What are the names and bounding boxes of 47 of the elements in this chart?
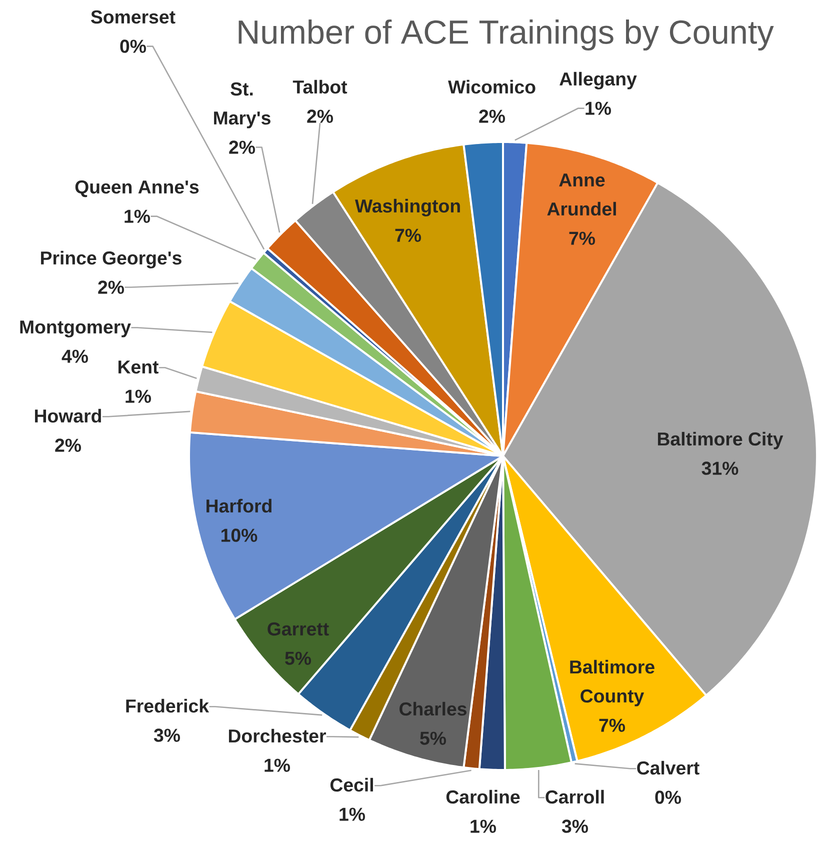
slice-label: Carroll (546, 790, 604, 804)
data-label: 7% (395, 228, 421, 242)
slice-label: Charles (400, 702, 466, 716)
data-label: 2% (98, 280, 124, 294)
slice-label: St. Mary's (214, 82, 270, 128)
data-label: 7% (599, 718, 625, 732)
data-label: 1% (470, 820, 496, 833)
slice-label: Caroline (446, 790, 520, 804)
data-label: 7% (569, 232, 595, 245)
data-label: 1% (264, 758, 290, 772)
data-label: 0% (120, 40, 146, 53)
slice-label: Queen Anne's (75, 180, 199, 198)
data-label: 3% (154, 728, 180, 742)
slice-label: Allegany (560, 72, 637, 90)
slice-label: Prince George's (41, 250, 182, 268)
data-label: 1% (124, 210, 150, 223)
slice-label: Harford (206, 498, 272, 513)
slice-label: Somerset (91, 10, 176, 24)
data-label: 2% (229, 140, 255, 154)
data-label: 2% (307, 110, 333, 123)
slice-label: Garrett (268, 622, 329, 636)
slice-label: Frederick (126, 698, 210, 713)
slice-label: Baltimore City (658, 432, 784, 450)
slice-label: Wicomico (448, 80, 536, 94)
slice-label: Howard (35, 408, 102, 423)
data-label: 5% (285, 652, 311, 665)
chart-title: Number of ACE Trainings by County (238, 19, 774, 51)
data-label: 10% (221, 528, 258, 542)
data-label: 3% (562, 820, 588, 833)
slice-label: Calvert (637, 760, 700, 775)
data-label: 1% (126, 390, 151, 403)
slice-label: Washington (354, 198, 460, 216)
slice-label: Talbot (292, 80, 348, 94)
slice-label: Montgomery (20, 320, 131, 338)
data-label: 2% (55, 438, 81, 452)
slice-label: Cecil (330, 778, 373, 792)
data-label: 1% (340, 808, 365, 821)
slice-label: Baltimore County (570, 660, 654, 706)
slice-label: Dorchester (228, 728, 326, 743)
data-label: 4% (62, 350, 88, 363)
slice-label: Anne Arundel (547, 174, 616, 216)
data-label: 1% (586, 102, 611, 115)
data-label: 31% (702, 462, 738, 475)
data-label: 0% (655, 790, 681, 804)
data-label: 5% (420, 732, 446, 745)
data-label: 2% (479, 110, 505, 123)
slice-label: Kent (118, 360, 158, 374)
